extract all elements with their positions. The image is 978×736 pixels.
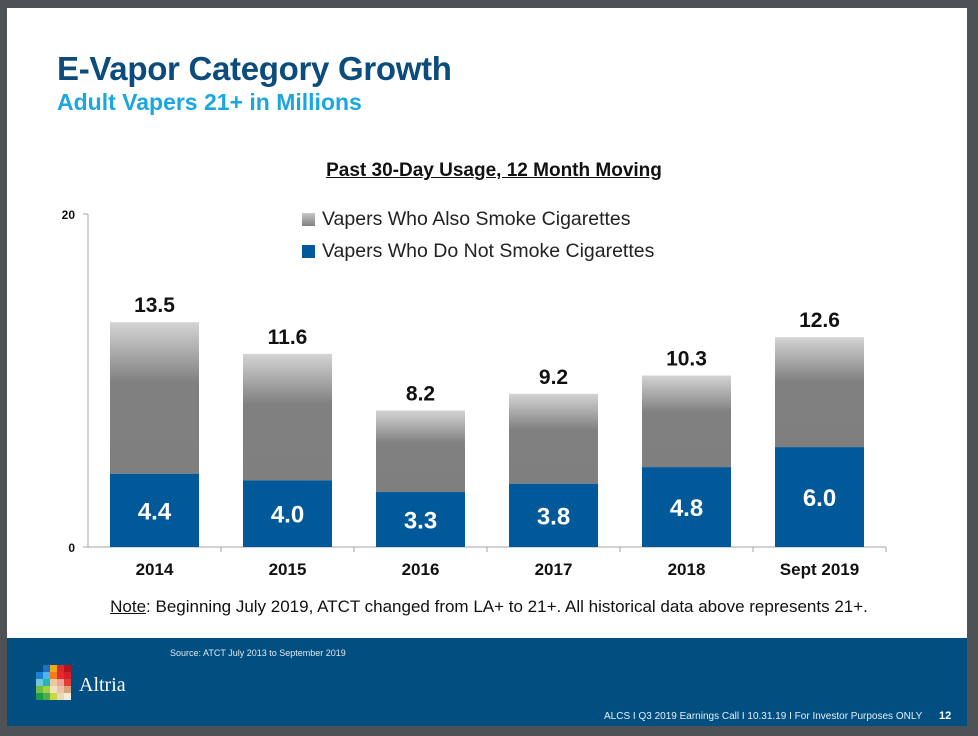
note-text: : Beginning July 2019, ATCT changed from… [146, 597, 868, 616]
bar-segment-non-smokers [775, 447, 864, 547]
segment-value-label: 3.3 [404, 508, 437, 535]
logo-tile [43, 693, 50, 700]
legend-item-smokers: Vapers Who Also Smoke Cigarettes [302, 208, 631, 231]
bar-segment-smokers [509, 393, 598, 484]
total-value-label: 8.2 [406, 382, 435, 405]
logo-tile [50, 672, 57, 679]
bar-segment-smokers [110, 322, 199, 474]
logo-tile [57, 686, 64, 693]
logo-tile [43, 679, 50, 686]
bar-segment-non-smokers [110, 473, 199, 547]
slide-subtitle: Adult Vapers 21+ in Millions [57, 89, 362, 115]
bar-segment-non-smokers [243, 480, 332, 547]
logo-tile [36, 686, 43, 693]
total-value-label: 11.6 [268, 326, 308, 349]
chart-title: Past 30-Day Usage, 12 Month Moving [326, 160, 662, 181]
logo-tile [57, 665, 64, 672]
footer-info: ALCS I Q3 2019 Earnings Call I 10.31.19 … [604, 711, 923, 722]
segment-value-label: 4.4 [138, 498, 172, 525]
segment-value-label: 4.0 [271, 502, 304, 529]
note-label: Note [110, 597, 147, 616]
y-tick-label: 20 [62, 208, 76, 222]
slide-title: E-Vapor Category Growth [57, 50, 452, 87]
legend-swatch-non-smokers [302, 245, 315, 258]
legend-swatch-smokers [302, 213, 315, 226]
y-tick-label: 0 [68, 541, 75, 555]
segment-value-label: 4.8 [670, 495, 703, 522]
total-value-label: 12.6 [799, 309, 840, 332]
logo-tile [64, 672, 71, 679]
x-category-label: 2017 [535, 560, 573, 579]
bar-segment-smokers [775, 337, 864, 448]
logo-tile [36, 693, 43, 700]
logo-tile [57, 679, 64, 686]
logo-tile [50, 693, 57, 700]
stacked-bar-chart: 0 20 4.4 13.5 2014 4.0 11.6 2015 3.3 8.2 2016 3.8 9… [62, 208, 887, 579]
logo-tile [43, 665, 50, 672]
x-category-label: 2018 [668, 560, 706, 579]
logo-tile [36, 679, 43, 686]
logo-tile [36, 665, 43, 672]
bar-segment-smokers [376, 410, 465, 493]
footer-bar [7, 638, 967, 726]
altria-logo: Altria [36, 665, 126, 700]
bar-segment-smokers [642, 375, 731, 468]
chart-note: Note: Beginning July 2019, ATCT changed … [0, 597, 978, 617]
legend-item-non-smokers: Vapers Who Do Not Smoke Cigarettes [302, 240, 654, 263]
logo-tile [50, 665, 57, 672]
bar-segment-non-smokers [376, 492, 465, 547]
page-number: 12 [939, 710, 952, 722]
legend-label: Vapers Who Do Not Smoke Cigarettes [322, 240, 655, 262]
x-category-label: 2014 [136, 560, 174, 579]
x-category-label: 2015 [269, 560, 307, 579]
segment-value-label: 3.8 [537, 503, 570, 530]
total-value-label: 13.5 [134, 294, 175, 317]
bar-segment-smokers [243, 353, 332, 481]
logo-tile [43, 686, 50, 693]
logo-tile [64, 686, 71, 693]
bar-segment-non-smokers [642, 467, 731, 547]
logo-tile [57, 693, 64, 700]
x-category-label: 2016 [402, 560, 440, 579]
legend-label: Vapers Who Also Smoke Cigarettes [322, 208, 631, 230]
logo-tile [50, 686, 57, 693]
logo-tile [43, 672, 50, 679]
logo-tile [64, 693, 71, 700]
total-value-label: 10.3 [666, 348, 707, 371]
logo-tile [50, 679, 57, 686]
altria-mosaic-icon [36, 665, 71, 700]
logo-tile [36, 672, 43, 679]
source-text: Source: ATCT July 2013 to September 2019 [170, 648, 346, 658]
bar-segment-non-smokers [509, 483, 598, 547]
logo-tile [57, 672, 64, 679]
segment-value-label: 6.0 [803, 485, 836, 512]
total-value-label: 9.2 [539, 366, 568, 389]
logo-tile [64, 665, 71, 672]
x-category-label: Sept 2019 [780, 560, 859, 579]
brand-name: Altria [79, 674, 126, 696]
logo-tile [64, 679, 71, 686]
